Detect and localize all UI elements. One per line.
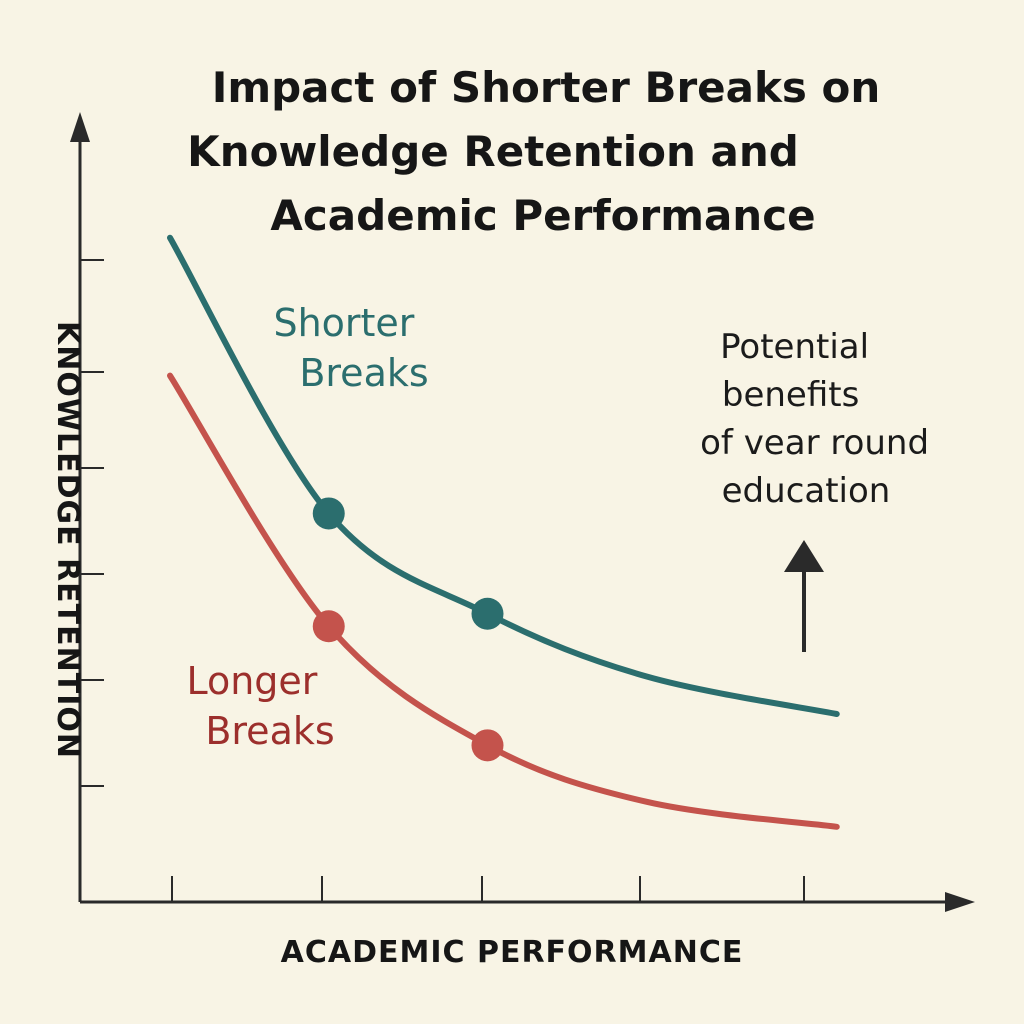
data-point-longer-breaks [312, 610, 345, 643]
series-line-longer-breaks [167, 372, 840, 830]
series-label-longer-breaks: Longer Breaks [186, 659, 334, 753]
annotation-arrow-up-icon [784, 540, 824, 572]
annotation-line-1: Potential [720, 327, 869, 367]
annotation-line-2: benefits [722, 375, 859, 415]
annotation-line-4: education [722, 471, 891, 511]
data-point-shorter-breaks [471, 597, 504, 630]
y-axis-arrow-icon [70, 112, 90, 142]
chart-title-line-2: Knowledge Retention and [187, 127, 799, 176]
series-label-shorter-line-1: Shorter [273, 301, 414, 345]
series-markers [312, 497, 504, 762]
x-axis-label: ACADEMIC PERFORMANCE [281, 935, 744, 970]
data-point-shorter-breaks [312, 497, 345, 530]
series-label-longer-line-1: Longer [186, 659, 317, 703]
x-axis-arrow-icon [945, 892, 975, 912]
data-point-longer-breaks [471, 729, 504, 762]
y-axis-label: KNOWLEDGE RETENTION [50, 321, 85, 759]
chart-title-line-1: Impact of Shorter Breaks on [212, 63, 881, 112]
chart-title-line-3: Academic Performance [270, 191, 815, 240]
x-ticks [171, 876, 805, 902]
annotation-line-3: of vear round [700, 423, 929, 463]
series-label-shorter-line-2: Breaks [299, 351, 428, 395]
y-ticks [80, 259, 104, 787]
annotation-text: Potential benefits of vear round educati… [700, 327, 940, 511]
series-label-shorter-breaks: Shorter Breaks [273, 301, 428, 395]
series-label-longer-line-2: Breaks [205, 709, 334, 753]
